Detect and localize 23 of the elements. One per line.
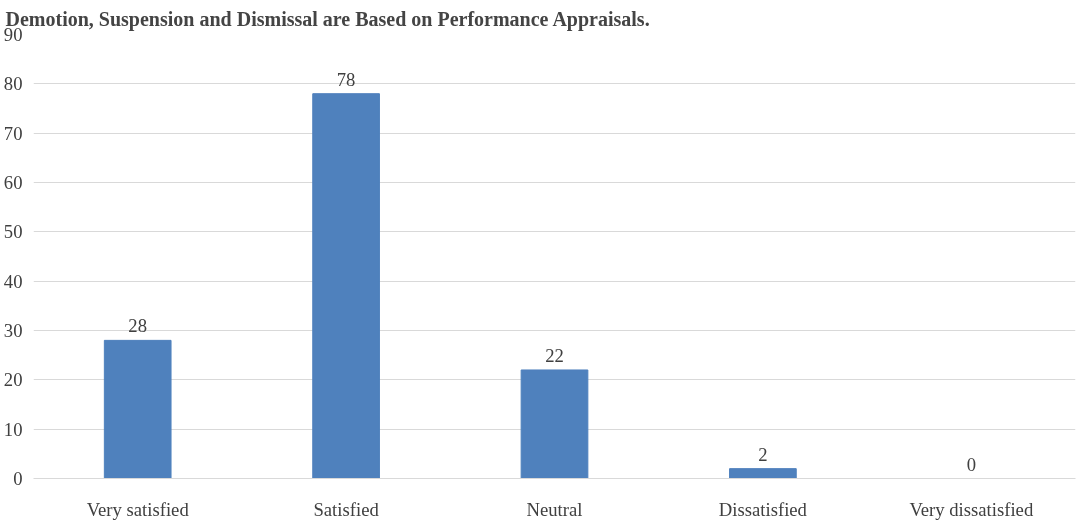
y-tick-label: 60 (3, 172, 23, 193)
data-label: 78 (336, 68, 356, 90)
y-tick-label: 20 (3, 369, 23, 391)
bar (729, 468, 797, 479)
x-tick-label: Very satisfied (86, 498, 190, 520)
x-tick-label: Very dissatisfied (909, 498, 1034, 520)
data-label: 28 (128, 315, 148, 337)
data-label: 2 (758, 443, 768, 465)
bar (103, 339, 172, 479)
data-label: 0 (966, 453, 976, 475)
y-tick-label: 10 (3, 418, 23, 440)
y-tick-label: 0 (13, 468, 23, 489)
bar (520, 369, 589, 479)
bar (312, 93, 380, 479)
y-tick-label: 50 (3, 221, 23, 243)
y-tick-label: 70 (3, 122, 23, 144)
x-tick-label: Neutral (526, 498, 583, 520)
data-label: 22 (545, 344, 564, 366)
y-tick-label: 40 (3, 270, 23, 292)
x-tick-label: Dissatisfied (718, 498, 808, 520)
y-tick-label: 30 (3, 320, 23, 341)
y-tick-label: 80 (3, 73, 23, 95)
x-tick-label: Satisfied (313, 498, 380, 520)
